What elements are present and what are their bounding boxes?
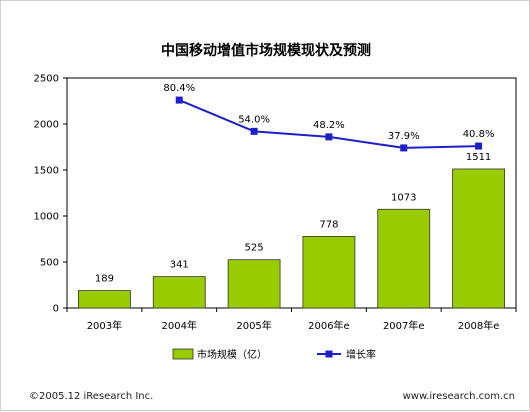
legend-bar-swatch xyxy=(172,348,194,360)
growth-label: 80.4% xyxy=(163,83,195,94)
bar xyxy=(152,276,206,309)
growth-point xyxy=(400,144,408,152)
y-tick-label: 1000 xyxy=(34,212,59,223)
bar-value-label: 525 xyxy=(245,243,264,254)
bar-value-label: 189 xyxy=(95,274,114,285)
growth-label: 40.8% xyxy=(463,129,495,140)
website-text: www.iresearch.com.cn xyxy=(402,391,515,402)
bar xyxy=(302,236,356,309)
growth-label: 48.2% xyxy=(313,120,345,131)
y-tick-label: 0 xyxy=(53,304,59,315)
bar xyxy=(452,168,505,309)
plot-area xyxy=(66,77,517,309)
y-tick-label: 1500 xyxy=(34,166,59,177)
legend-line-marker xyxy=(325,350,333,358)
x-tick-label: 2003年 xyxy=(87,319,122,332)
y-tick-label: 500 xyxy=(40,258,59,269)
growth-point xyxy=(325,133,333,141)
x-tick-label: 2006年e xyxy=(308,319,350,332)
bar xyxy=(377,208,431,309)
legend-bar-label: 市场规模（亿） xyxy=(197,348,267,361)
legend-line-label: 增长率 xyxy=(346,348,376,361)
bar-value-label: 341 xyxy=(170,260,189,271)
y-tick-label: 2500 xyxy=(34,74,59,85)
copyright-text: ©2005.12 iResearch Inc. xyxy=(29,391,154,402)
growth-label: 54.0% xyxy=(238,114,270,125)
bar xyxy=(227,259,281,309)
x-tick-label: 2007年e xyxy=(383,319,425,332)
bar xyxy=(78,290,131,309)
growth-point xyxy=(475,142,483,150)
x-tick-label: 2004年 xyxy=(162,319,197,332)
bar-value-label: 1073 xyxy=(391,192,416,203)
x-tick-label: 2008年e xyxy=(458,319,500,332)
bar-value-label: 1511 xyxy=(466,152,491,163)
x-tick-label: 2005年 xyxy=(236,319,271,332)
growth-point xyxy=(175,96,183,104)
bar-value-label: 778 xyxy=(319,219,338,230)
growth-point xyxy=(250,127,258,135)
chart-title: 中国移动增值市场规模现状及预测 xyxy=(161,42,371,59)
growth-label: 37.9% xyxy=(388,131,420,142)
y-tick-label: 2000 xyxy=(34,120,59,131)
